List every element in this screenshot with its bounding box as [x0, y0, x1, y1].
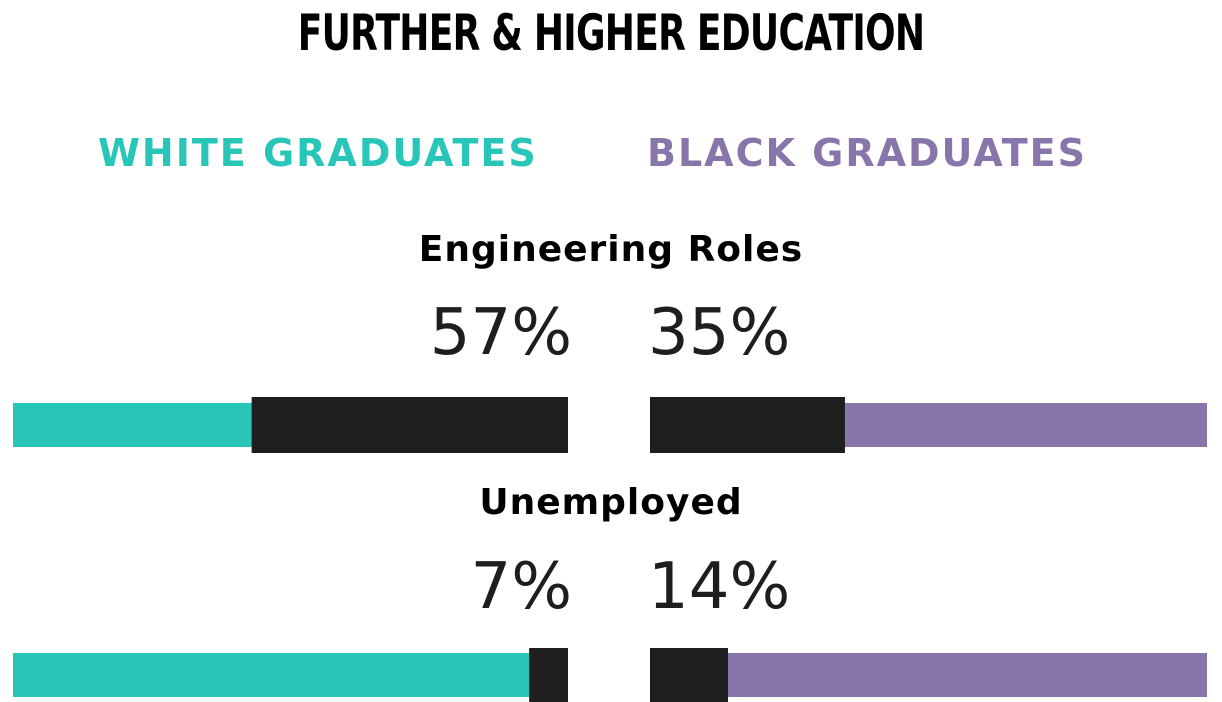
- bar-white-engineering-roles: [251, 397, 568, 453]
- value-label-white-engineering: 57%: [429, 296, 572, 370]
- legend-white-graduates: WHITE GRADUATES: [98, 131, 538, 175]
- value-label-black-unemployed: 14%: [648, 550, 791, 624]
- value-label-black-engineering: 35%: [648, 296, 791, 370]
- bar-black-engineering-roles: [650, 397, 845, 453]
- category-label-engineering-roles: Engineering Roles: [418, 229, 804, 270]
- value-label-white-unemployed: 7%: [470, 550, 572, 624]
- category-label-unemployed: Unemployed: [479, 482, 743, 523]
- bar-black-unemployed: [650, 648, 728, 702]
- legend-black-graduates: BLACK GRADUATES: [647, 131, 1087, 175]
- chart-title: FURTHER & HIGHER EDUCATION: [297, 4, 925, 62]
- bar-track-white-unemployed: [13, 653, 568, 697]
- bar-white-unemployed: [529, 648, 568, 702]
- bar-track-black-unemployed: [650, 653, 1207, 697]
